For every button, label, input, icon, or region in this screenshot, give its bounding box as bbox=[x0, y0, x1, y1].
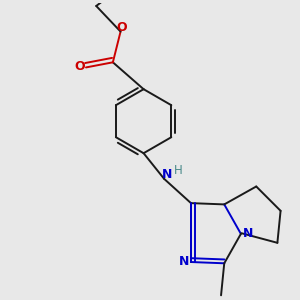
Text: N: N bbox=[179, 255, 189, 268]
Text: H: H bbox=[174, 164, 182, 177]
Text: N: N bbox=[161, 168, 172, 181]
Text: O: O bbox=[116, 21, 127, 34]
Text: O: O bbox=[74, 60, 85, 73]
Text: N: N bbox=[243, 227, 253, 240]
